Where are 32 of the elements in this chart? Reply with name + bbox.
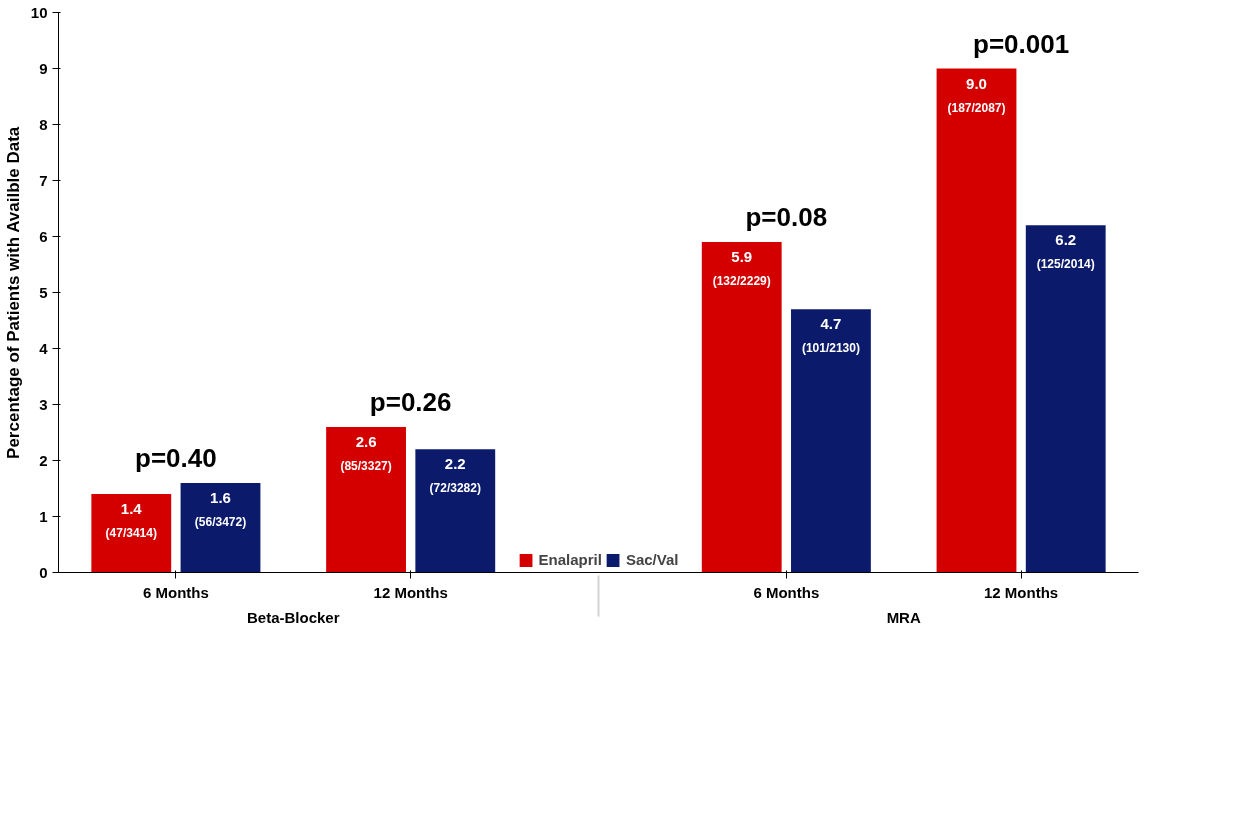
y-tick-label: 0 xyxy=(39,563,48,581)
data-label: 1.6 (56/3472) xyxy=(194,488,247,529)
data-label: 1.4 (47/3414) xyxy=(105,500,157,541)
y-tick-label: 10 xyxy=(30,3,48,21)
y-tick-label: 3 xyxy=(39,395,48,413)
data-label: 4.7 (101/2130) xyxy=(801,315,860,356)
y-tick-label: 7 xyxy=(39,171,48,189)
text: MRA xyxy=(886,608,921,626)
data-label: 9.0 (187/2087) xyxy=(947,74,1006,115)
y-tick-label: 5 xyxy=(39,283,48,301)
legend-label: Sac/Val xyxy=(625,551,679,568)
annotation: p=0.001 xyxy=(973,28,1070,59)
annotation: p=0.08 xyxy=(745,202,828,233)
text: Beta-Blocker xyxy=(247,608,340,626)
data-label: 2.6 (85/3327) xyxy=(340,432,392,473)
x-tick-label: 6 Months xyxy=(142,583,209,601)
data-label: 5.9 (132/2229) xyxy=(712,248,771,289)
y-tick-label: 2 xyxy=(39,451,48,469)
y-axis-title: Percentage of Patients with Availble Data xyxy=(3,126,23,459)
y-tick-label: 6 xyxy=(39,227,48,245)
x-tick-label: 12 Months xyxy=(373,583,448,601)
y-tick-label: 4 xyxy=(39,339,49,357)
data-label: 2.2 (72/3282) xyxy=(429,455,481,496)
legend-label: Enalapril xyxy=(538,551,602,568)
y-tick-label: 9 xyxy=(39,59,48,77)
annotation: p=0.26 xyxy=(369,386,452,417)
data-label: 6.2 (125/2014) xyxy=(1036,231,1095,272)
x-tick-label: 12 Months xyxy=(984,583,1059,601)
y-tick-label: 1 xyxy=(39,507,48,525)
x-tick-label: 6 Months xyxy=(753,583,820,601)
annotation: p=0.40 xyxy=(135,442,217,473)
y-tick-label: 8 xyxy=(39,115,48,133)
